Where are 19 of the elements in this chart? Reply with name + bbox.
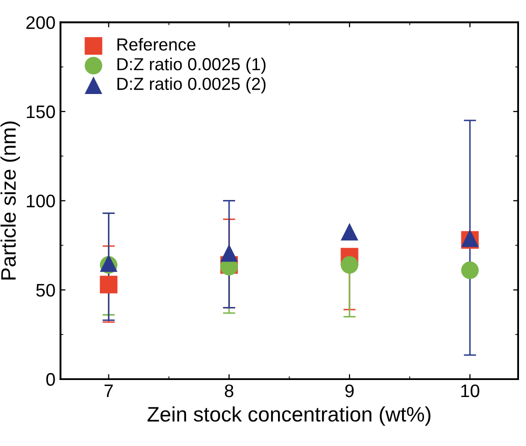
y-tick-label: 50 [36,284,55,297]
y-tick-label: 100 [26,194,55,208]
x-axis-title: Zein stock concentration (wt%) [148,406,430,426]
x-tick-label: 10 [461,384,480,398]
point [340,222,358,241]
legend-label: D:Z ratio 0.0025 (2) [117,77,266,94]
x-tick-label: 7 [104,384,113,398]
x-tick-label: 9 [345,384,354,398]
point [461,261,479,280]
point [220,244,238,262]
point [340,256,358,274]
y-axis-title: Particle size (nm) [0,122,20,280]
legend-label: Reference [117,38,196,51]
y-tick-label: 0 [46,373,55,386]
x-tick-label: 8 [224,384,234,398]
legend-label: D:Z ratio 0.0025 (1) [117,58,266,74]
point [100,276,118,294]
y-tick-label: 200 [26,16,55,30]
y-tick-label: 150 [26,105,55,118]
